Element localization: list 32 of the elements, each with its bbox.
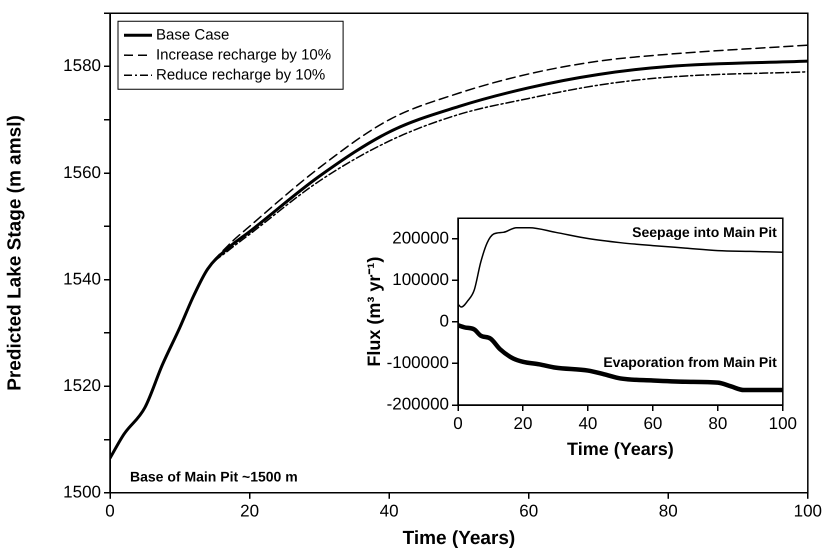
series-label: Seepage into Main Pit [632,224,778,240]
y-tick-label: 1500 [63,482,101,502]
x-tick-label: 0 [105,502,115,521]
series-label: Evaporation from Main Pit [603,354,778,370]
y-tick-label: 1540 [63,269,101,288]
x-tick-label: 60 [519,502,538,521]
y-axis-title: Predicted Lake Stage (m amsl) [4,115,26,391]
x-tick-label: 80 [708,414,728,433]
x-tick-label: 60 [643,414,662,433]
legend-label: Base Case [156,26,230,44]
y-axis-title: Flux (m³ yr⁻¹) [364,256,384,367]
x-axis-title: Time (Years) [567,439,674,460]
y-tick-label: 200000 [392,228,449,248]
x-tick-label: 100 [794,502,822,521]
x-tick-label: 40 [380,502,399,521]
x-tick-label: 40 [578,414,598,433]
y-tick-label: 100000 [392,270,449,290]
legend-label: Increase recharge by 10% [156,46,332,64]
y-tick-label: 1580 [63,56,101,76]
y-tick-label: 1520 [63,376,101,395]
x-tick-label: 0 [453,414,463,433]
x-tick-label: 80 [658,502,678,521]
x-tick-label: 100 [768,414,798,433]
x-tick-label: 20 [240,502,260,521]
y-tick-label: -100000 [386,353,449,372]
annotation: Base of Main Pit ~1500 m [130,468,298,485]
legend-label: Reduce recharge by 10% [156,66,326,84]
x-axis-title: Time (Years) [402,528,516,549]
x-tick-label: 20 [514,414,532,433]
y-tick-label: 1560 [63,162,101,182]
y-tick-label: 0 [440,312,449,331]
y-tick-label: -200000 [386,394,449,414]
